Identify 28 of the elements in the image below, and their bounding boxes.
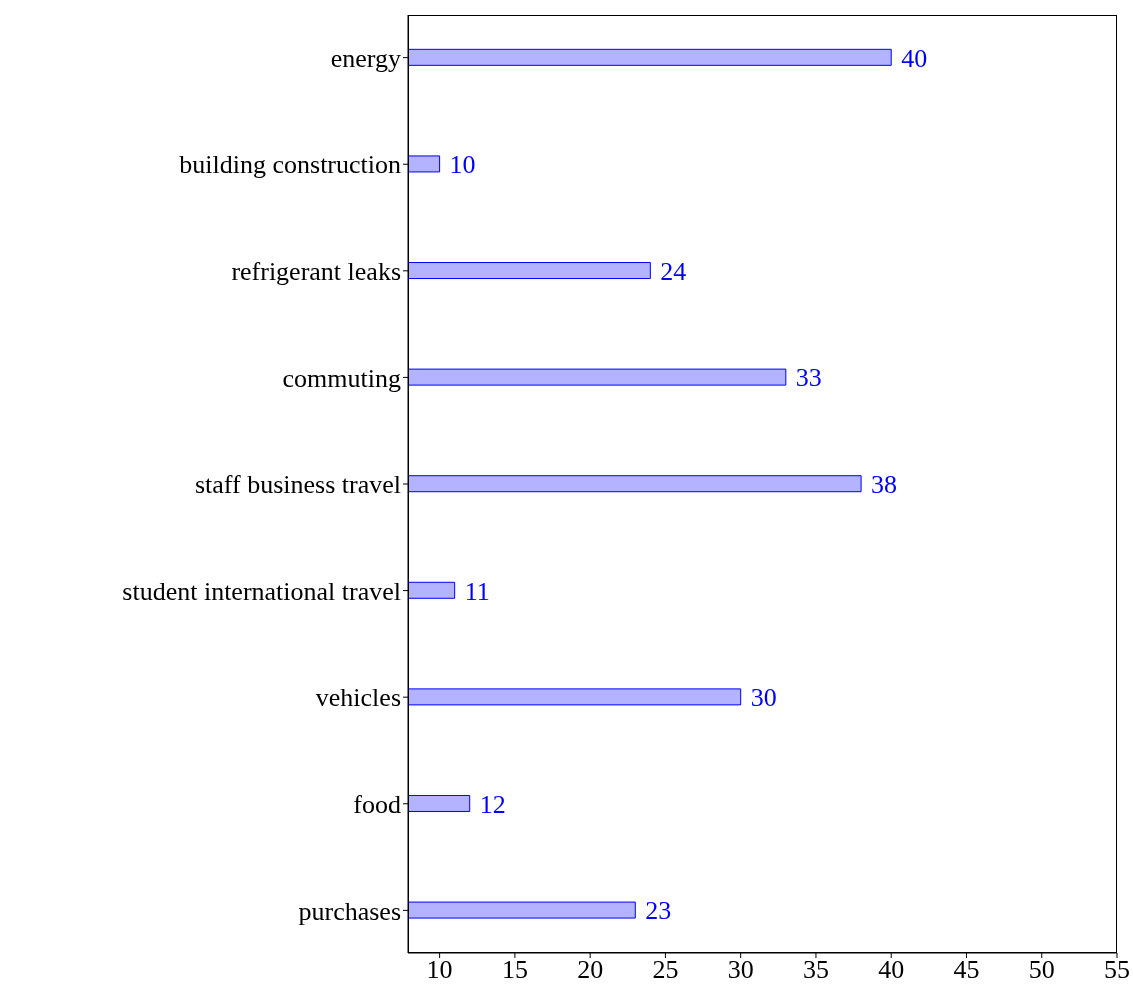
- data-label: 30: [750, 683, 777, 713]
- y-tick-label: energy: [330, 43, 401, 73]
- data-label: 10: [449, 150, 476, 180]
- data-label: 11: [464, 576, 490, 606]
- y-tick-label: commuting: [282, 363, 401, 393]
- y-tick-label: staff business travel: [194, 470, 401, 500]
- x-tick-label: 25: [652, 955, 679, 985]
- x-tick-label: 45: [953, 955, 980, 985]
- y-tick-label: refrigerant leaks: [231, 257, 401, 287]
- x-tick-label: 30: [727, 955, 754, 985]
- x-tick-label: 40: [878, 955, 905, 985]
- x-tick-label: 15: [501, 955, 528, 985]
- x-tick-label: 50: [1028, 955, 1055, 985]
- x-tick-label: 10: [426, 955, 453, 985]
- data-label: 12: [479, 789, 506, 819]
- y-tick-label: building construction: [179, 150, 401, 180]
- data-label: 38: [871, 469, 898, 499]
- x-tick-label: 20: [577, 955, 604, 985]
- y-tick-label: food: [353, 790, 401, 819]
- x-tick-label: 55: [1104, 955, 1130, 985]
- x-tick-label: 35: [802, 955, 829, 985]
- data-label: 33: [795, 363, 822, 393]
- y-tick-label: student international travel: [122, 576, 401, 606]
- data-label: 24: [660, 256, 687, 286]
- data-label: 40: [901, 43, 928, 73]
- y-tick-label: vehicles: [315, 683, 401, 713]
- y-tick-label: purchases: [298, 896, 401, 926]
- data-label: 23: [645, 896, 672, 926]
